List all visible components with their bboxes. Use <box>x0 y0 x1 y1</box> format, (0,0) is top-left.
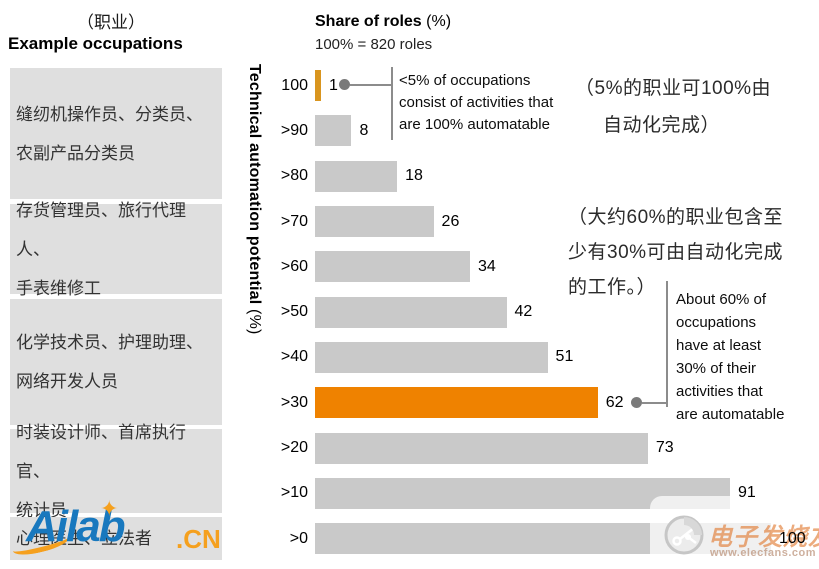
chart-title-rest: (%) <box>421 13 452 30</box>
callout-rule-mid <box>666 281 668 407</box>
y-tick-label: >0 <box>289 529 308 547</box>
occupations-title-zh: （职业） <box>77 13 145 32</box>
connector-line-top <box>350 84 391 86</box>
bar-row: >90 8 <box>248 108 819 153</box>
occupations-title-en: Example occupations <box>8 34 183 53</box>
bar-value-label: 42 <box>514 303 533 321</box>
bar-value-label: 34 <box>478 257 496 275</box>
bar-row: >80 18 <box>248 154 819 199</box>
bar <box>315 387 598 419</box>
bar-row: >60 34 <box>248 244 819 289</box>
elecfans-logo-icon <box>664 515 704 560</box>
bar <box>315 160 398 192</box>
example-occupations-box-5: 心理医生、立法者 <box>10 517 222 560</box>
bar <box>315 251 471 283</box>
y-tick-label: >90 <box>280 121 308 139</box>
example-occupations-box-3: 化学技术员、护理助理、 网络开发人员 <box>10 299 222 425</box>
connector-line-mid <box>642 402 666 404</box>
bar-value-label: 91 <box>737 484 756 502</box>
bar-row: 100 1 <box>248 63 819 108</box>
ailab-star-icon: ✦ <box>100 496 119 521</box>
y-tick-label: 100 <box>281 76 308 94</box>
bar <box>315 115 352 147</box>
example-occupations-box-2: 存货管理员、旅行代理人、 手表维修工 <box>10 201 222 298</box>
connector-dot-top <box>339 79 350 90</box>
callout-top-chinese-line1: （5%的职业可100%由 <box>575 78 772 99</box>
y-tick-label: >60 <box>280 257 308 275</box>
bar-value-label: 62 <box>605 393 624 411</box>
bar <box>315 296 507 328</box>
bar-row: >50 42 <box>248 289 819 334</box>
bar-row: >70 26 <box>248 199 819 244</box>
bar <box>315 206 434 238</box>
y-tick-label: >10 <box>280 484 308 502</box>
y-tick-label: >50 <box>280 303 308 321</box>
y-tick-label: >70 <box>280 212 308 230</box>
chart-title-bold: Share of roles <box>315 13 422 30</box>
ailab-cn-suffix: .CN <box>176 524 221 554</box>
ailab-watermark: Ailab ✦ .CN <box>8 496 224 564</box>
elecfans-name-text: 电子发烧友 <box>708 524 819 551</box>
y-tick-label: >80 <box>280 167 308 185</box>
y-tick-label: >20 <box>280 439 308 457</box>
callout-top-chinese-line2: 自动化完成） <box>603 115 721 136</box>
example-occupations-box-1: 缝纫机操作员、分类员、 农副产品分类员 <box>10 68 222 199</box>
bar-value-label: 1 <box>329 76 338 94</box>
elecfans-watermark: 电子发烧友 www.elecfans.com <box>650 496 819 569</box>
bar-value-label: 26 <box>441 212 460 230</box>
callout-mid-chinese: （大约60%的职业包含至 少有30%可由自动化完成 的工作。） <box>568 207 784 298</box>
example-occupations-box-4: 时装设计师、首席执行官、 统计员 <box>10 423 222 520</box>
bar-value-label: 8 <box>359 121 369 139</box>
bar <box>315 341 548 373</box>
y-tick-label: >30 <box>280 393 308 411</box>
elecfans-url-text: www.elecfans.com <box>710 547 817 559</box>
callout-top-english: <5% of occupations consist of activities… <box>399 72 554 133</box>
ailab-logo-text: Ailab <box>26 502 126 551</box>
bar-value-label: 18 <box>405 167 423 185</box>
callout-rule-top <box>391 67 393 140</box>
bar <box>315 432 648 464</box>
connector-dot-mid <box>631 397 642 408</box>
bar <box>315 70 321 102</box>
callout-mid-english: About 60% of occupations have at least 3… <box>676 291 785 423</box>
chart-title: Share of roles (%) <box>315 13 451 31</box>
bar-row: >20 73 <box>248 425 819 470</box>
bar-value-label: 100 <box>779 529 806 547</box>
y-tick-label: >40 <box>280 348 308 366</box>
bar-value-label: 51 <box>555 348 574 366</box>
bar-row: >40 51 <box>248 335 819 380</box>
chart-subtitle: 100% = 820 roles <box>315 36 433 53</box>
bar-row: >30 62 <box>248 380 819 425</box>
bar-value-label: 73 <box>655 439 674 457</box>
